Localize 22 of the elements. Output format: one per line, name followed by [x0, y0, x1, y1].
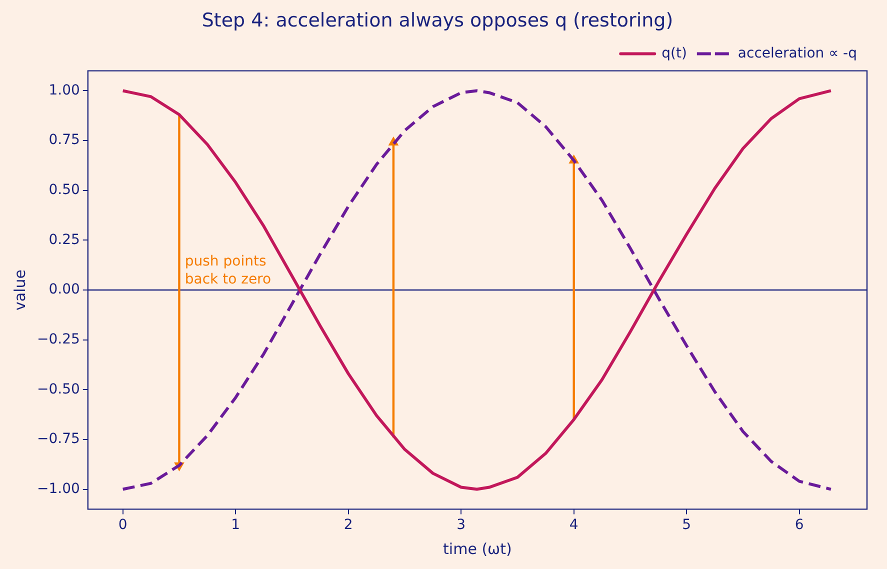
annotation: push points back to zero	[184, 254, 272, 288]
x-tick-label: 2	[344, 517, 353, 534]
legend-label: q(t)	[662, 45, 687, 62]
x-tick-label: 1	[231, 517, 240, 534]
y-tick-label: −1.00	[36, 480, 80, 497]
y-axis-title: value	[10, 270, 29, 310]
y-tick-label: 0.75	[48, 132, 80, 148]
y-tick-label: 0.25	[48, 232, 80, 248]
x-axis-title: time (ωt)	[443, 540, 512, 558]
x-tick-label: 3	[456, 517, 466, 534]
y-tick-label: 0.00	[48, 282, 80, 298]
x-tick-label: 6	[794, 517, 804, 534]
chart-title: Step 4: acceleration always opposes q (restoring)	[202, 9, 674, 32]
y-tick-label: −0.75	[36, 431, 80, 448]
x-tick-label: 0	[118, 517, 128, 534]
x-tick-label: 4	[569, 517, 578, 534]
y-tick-label: −0.25	[36, 331, 80, 348]
x-tick-label: 5	[682, 517, 692, 534]
y-tick-label: 1.00	[48, 82, 80, 98]
y-tick-label: 0.50	[48, 182, 80, 198]
legend-label: acceleration ∝ -q	[738, 45, 858, 62]
y-tick-label: −0.50	[36, 381, 80, 398]
